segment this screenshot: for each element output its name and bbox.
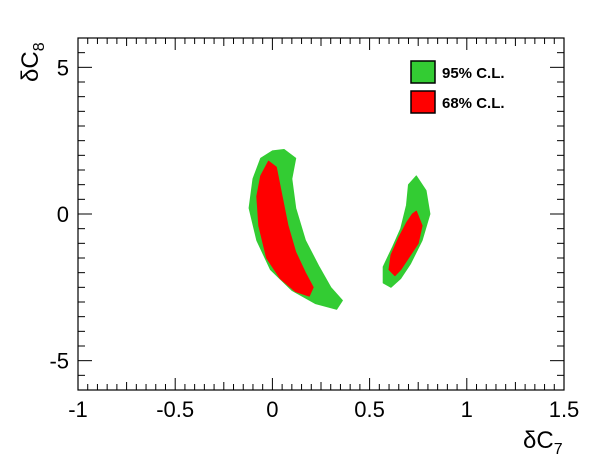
- legend: 95% C.L. 68% C.L.: [410, 60, 505, 114]
- confidence-regions: [248, 149, 431, 310]
- y-tick-label: 0: [57, 202, 69, 227]
- legend-label: 68% C.L.: [442, 95, 505, 112]
- region-68cl-1: [256, 160, 314, 297]
- x-tick-label: 0.5: [354, 397, 385, 422]
- tick-labels: -1 -0.5 0 0.5 1 1.5 -5 0 5: [49, 55, 579, 422]
- x-tick-label: -1: [68, 397, 88, 422]
- axis-ticks: [77, 37, 565, 391]
- region-68cl-2: [388, 210, 423, 277]
- legend-swatch: [410, 90, 436, 114]
- x-tick-label: 1.5: [549, 397, 580, 422]
- y-tick-label: -5: [49, 349, 69, 374]
- x-tick-label: 0: [266, 397, 278, 422]
- y-tick-label: 5: [57, 55, 69, 80]
- plot-frame: [77, 37, 565, 391]
- x-axis-title: δC7: [523, 427, 563, 458]
- legend-label: 95% C.L.: [442, 65, 505, 82]
- x-tick-label: 1: [461, 397, 473, 422]
- legend-swatch: [410, 60, 436, 84]
- x-tick-label: -0.5: [156, 397, 194, 422]
- y-axis-title: δC8: [17, 42, 48, 82]
